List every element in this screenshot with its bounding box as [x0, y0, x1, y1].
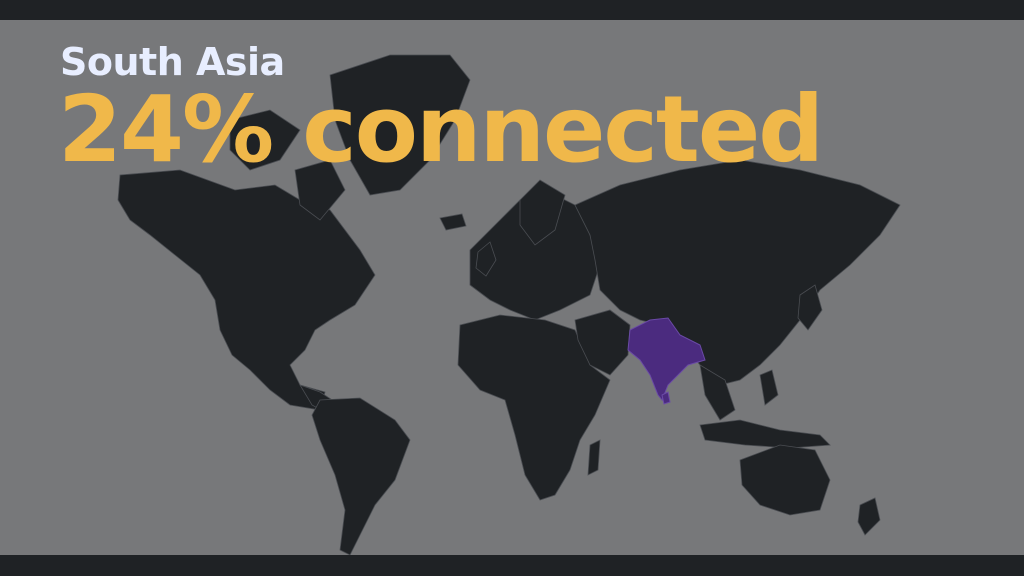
world-map — [117, 54, 901, 555]
arctic-islands-landmass — [229, 109, 301, 171]
southeast-asia-landmass — [699, 364, 736, 421]
connectivity-headline: 24% connected — [58, 76, 824, 183]
asia-landmass — [574, 159, 901, 386]
middle-east-landmass — [574, 309, 631, 376]
region-title: South Asia — [60, 40, 285, 84]
uk-landmass — [475, 241, 497, 277]
north-america-landmass — [117, 169, 376, 411]
indonesia-landmass — [699, 419, 831, 449]
madagascar-landmass — [587, 439, 601, 476]
iceland-landmass — [439, 213, 467, 231]
scandinavia-landmass — [519, 179, 566, 246]
philippines-landmass — [759, 369, 779, 406]
sri-lanka-highlight — [661, 391, 671, 405]
japan-landmass — [797, 284, 823, 331]
south-america-landmass — [311, 397, 411, 555]
australia-landmass — [739, 444, 831, 516]
baffin-island-landmass — [294, 159, 346, 221]
south-asia-highlight — [627, 317, 706, 401]
greenland-landmass — [329, 54, 471, 196]
africa-landmass — [457, 314, 611, 501]
new-zealand-landmass — [857, 497, 881, 536]
slide: South Asia 24% connected — [0, 20, 1024, 555]
